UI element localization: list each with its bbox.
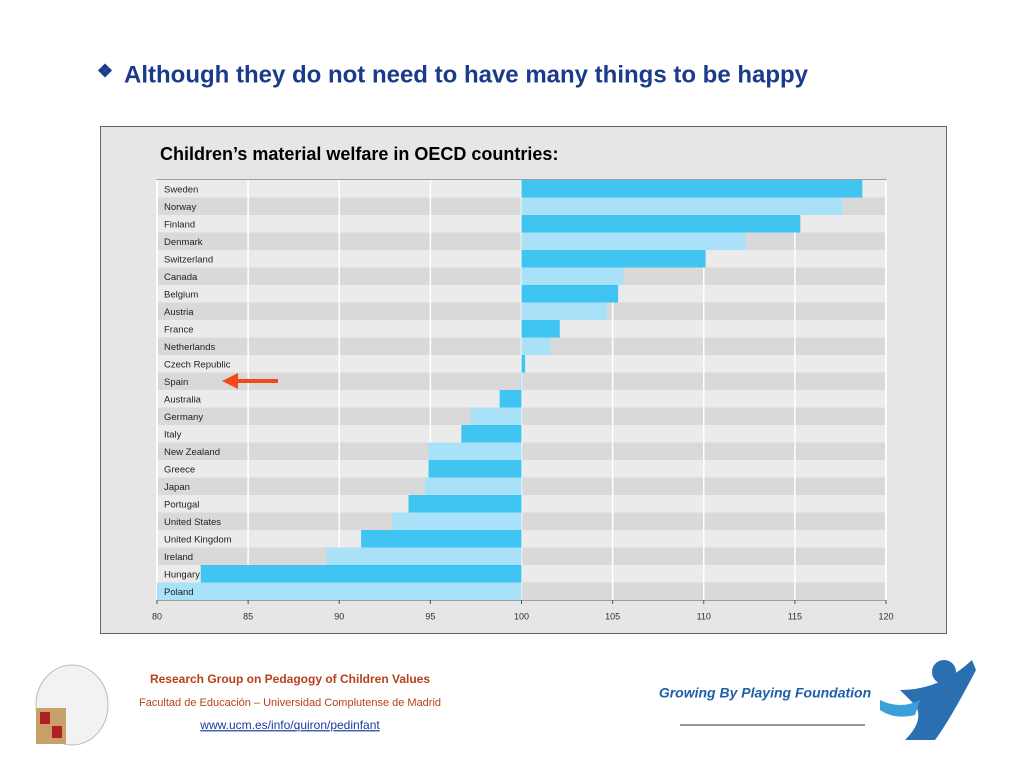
plot: 80 85 90 95 100 105 110 115 120 Sweden Norway Finla… [152, 179, 894, 621]
y-tick-label: Australia [164, 394, 202, 405]
footer-faculty: Facultad de Educación – Universidad Comp… [139, 697, 441, 709]
y-tick-label: Czech Republic [164, 359, 231, 370]
chart-title: Children’s material welfare in OECD coun… [160, 144, 558, 164]
bar [521, 355, 526, 373]
x-tick-label: 115 [788, 611, 802, 621]
y-tick-label: Germany [164, 412, 203, 423]
bar [519, 372, 522, 390]
spain-arrow [222, 373, 278, 389]
x-tick-label: 85 [243, 611, 253, 621]
y-tick-label: United Kingdom [164, 534, 232, 545]
y-tick-label: Spain [164, 377, 188, 388]
bar [521, 267, 624, 285]
foundation-name: Growing By Playing Foundation [659, 685, 871, 701]
y-tick-label: Poland [164, 587, 194, 598]
y-tick-label: Greece [164, 464, 195, 475]
bar [424, 477, 522, 495]
bar [521, 320, 560, 338]
x-tick-label: 100 [514, 611, 529, 621]
x-tick-label: 105 [605, 611, 620, 621]
bar [521, 250, 706, 268]
y-tick-label: Japan [164, 482, 190, 493]
y-tick-label: United States [164, 517, 221, 528]
y-tick-label: France [164, 324, 194, 335]
y-tick-label: Hungary [164, 569, 200, 580]
y-tick-label: Netherlands [164, 342, 215, 353]
y-tick-label: Austria [164, 307, 194, 318]
bar [521, 232, 746, 250]
y-tick-label: Sweden [164, 184, 198, 195]
bar [392, 512, 522, 530]
y-tick-label: Denmark [164, 237, 203, 248]
x-tick-label: 90 [334, 611, 344, 621]
bar [521, 337, 551, 355]
bar [461, 425, 522, 443]
slide-title: Although they do not need to have many t… [124, 61, 809, 88]
bar [521, 180, 863, 198]
bar [521, 215, 801, 233]
y-tick-label: Norway [164, 202, 196, 213]
x-tick-label: 95 [425, 611, 435, 621]
y-tick-label: Switzerland [164, 254, 213, 265]
bar [428, 460, 522, 478]
bar [326, 547, 522, 565]
ucm-logo [35, 664, 109, 746]
y-tick-label: New Zealand [164, 447, 220, 458]
y-tick-label: Canada [164, 272, 198, 283]
bar [521, 197, 843, 215]
bar [361, 530, 522, 548]
y-tick-label: Belgium [164, 289, 198, 300]
x-tick-label: 120 [878, 611, 893, 621]
footer-url[interactable]: www.ucm.es/info/quiron/pedinfant [199, 718, 380, 732]
y-tick-label: Portugal [164, 499, 199, 510]
bar [428, 442, 522, 460]
bullet [97, 63, 113, 78]
bar [470, 407, 522, 425]
y-tick-label: Finland [164, 219, 195, 230]
bar [408, 495, 522, 513]
foundation-logo [880, 660, 976, 740]
bar [499, 390, 522, 408]
x-tick-label: 110 [697, 611, 711, 621]
footer-group: Research Group on Pedagogy of Children V… [150, 672, 430, 686]
bar [521, 302, 608, 320]
bar [521, 285, 619, 303]
bar [157, 582, 522, 600]
bar [200, 565, 522, 583]
y-tick-label: Italy [164, 429, 182, 440]
x-tick-label: 80 [152, 611, 162, 621]
y-tick-label: Ireland [164, 552, 193, 563]
